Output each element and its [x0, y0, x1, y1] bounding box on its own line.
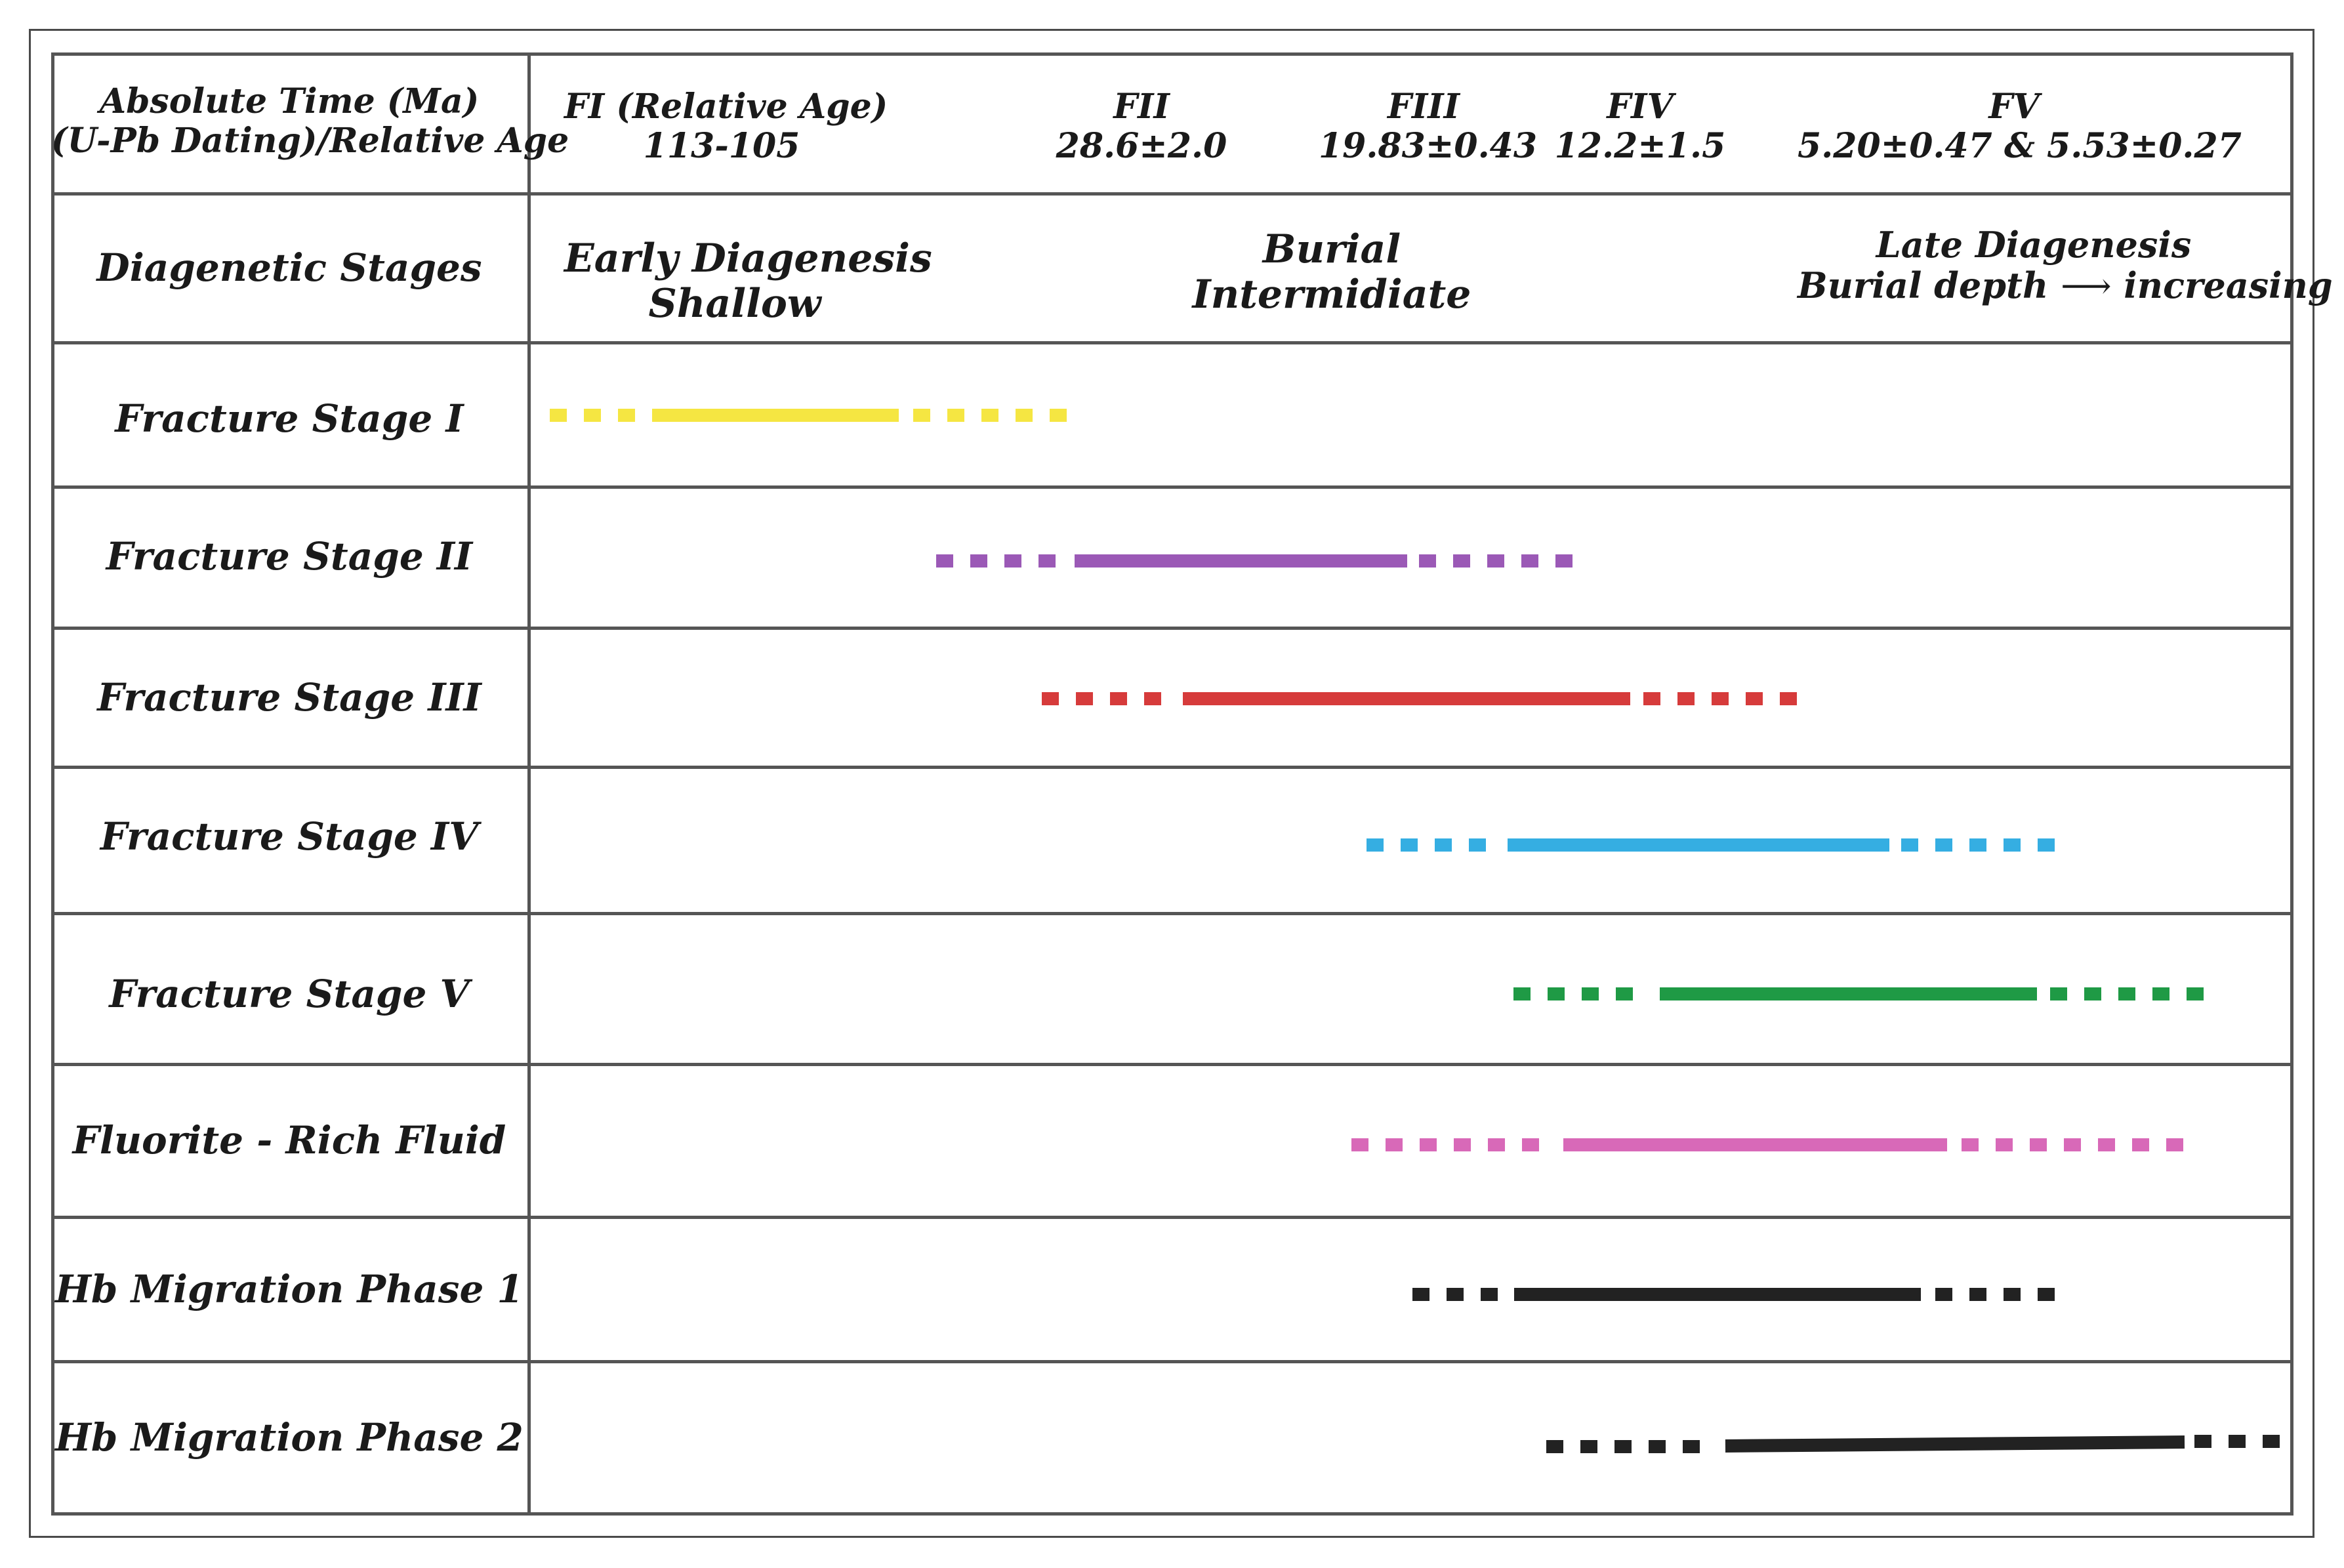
- row-divider: [51, 341, 2293, 344]
- late-diagenesis-label: Late Diagenesis Burial depth ⟶ increasin…: [1798, 224, 2333, 307]
- time-column-fii: FII 28.6±2.0: [1056, 87, 1227, 166]
- row-label-hb-migration-2: Hb Migration Phase 2: [55, 1415, 524, 1460]
- burial-diagenesis-label: Burial Intermidiate: [1192, 226, 1471, 318]
- row-divider: [51, 1063, 2293, 1066]
- diagenetic-stages-label: Diagenetic Stages: [96, 245, 482, 290]
- row-label-fracture-stage-4: Fracture Stage IV: [100, 814, 479, 859]
- figure-frame: [29, 29, 2314, 1538]
- absolute-time-label: Absolute Time (Ma) (U-Pb Dating)/Relativ…: [51, 81, 569, 161]
- arrow-right-icon: ⟶: [2061, 265, 2112, 307]
- row-label-fracture-stage-3: Fracture Stage III: [97, 675, 482, 720]
- time-column-fi: FI (Relative Age) 113-105: [564, 87, 888, 166]
- early-diagenesis-label: Early Diagenesis Shallow: [564, 236, 932, 327]
- row-divider: [51, 1360, 2293, 1363]
- row-label-hb-migration-1: Hb Migration Phase 1: [55, 1267, 524, 1311]
- row-label-fracture-stage-5: Fracture Stage V: [109, 972, 470, 1016]
- row-divider: [51, 485, 2293, 489]
- time-column-fv: FV 5.20±0.47 & 5.53±0.27: [1798, 87, 2242, 166]
- row-divider: [51, 912, 2293, 915]
- row-label-fracture-stage-2: Fracture Stage II: [106, 534, 473, 579]
- row-divider: [51, 766, 2293, 769]
- time-column-fiv: FIV 12.2±1.5: [1554, 87, 1726, 166]
- paragenesis-table: [51, 52, 2293, 1516]
- row-divider: [51, 627, 2293, 630]
- row-label-fluorite-rich-fluid: Fluorite - Rich Fluid: [72, 1118, 506, 1163]
- row-label-fracture-stage-1: Fracture Stage I: [115, 396, 464, 441]
- row-divider: [51, 192, 2293, 196]
- bar-hb-migration-2: [1546, 1435, 2290, 1453]
- column-divider: [527, 52, 531, 1516]
- time-column-fiii: FIII 19.83±0.43: [1319, 87, 1538, 166]
- row-divider: [51, 1216, 2293, 1219]
- bar-solid: [1725, 1435, 2185, 1453]
